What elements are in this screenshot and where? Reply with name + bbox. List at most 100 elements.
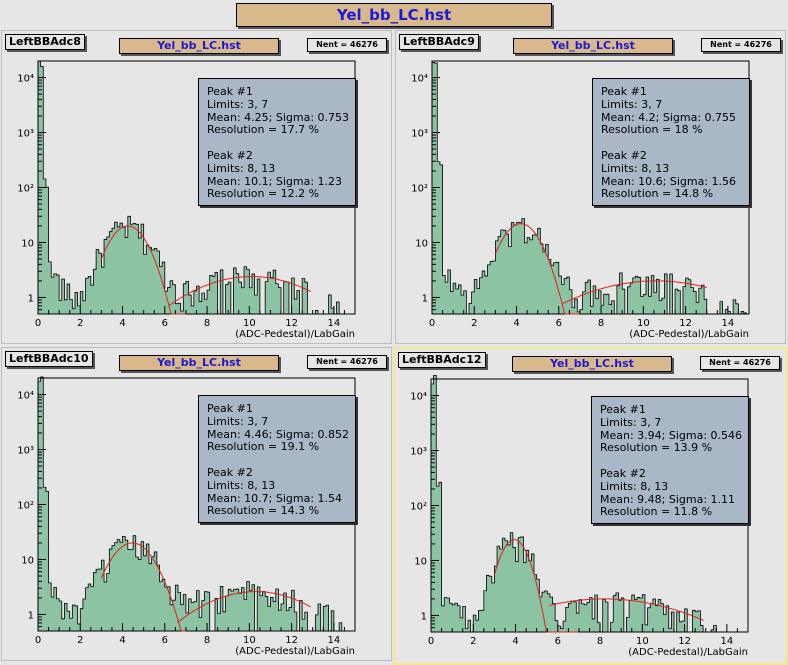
pad-title: Yel_bb_LC.hst	[119, 355, 279, 371]
y-tick-label: 1	[421, 611, 427, 622]
histogram-plot: 0 2 4 6 8 10 12 14(ADC-Pedestal)/LabGain 1 10 10² 1…	[410, 374, 749, 658]
peak1-mean: Mean: 4.25; Sigma: 0.753	[207, 110, 350, 124]
y-tick-label: 10²	[410, 502, 427, 513]
x-axis-label: (ADC-Pedestal)/LabGain	[235, 646, 355, 657]
y-tick-label: 10²	[17, 184, 34, 195]
canvas-title: Yel_bb_LC.hst	[236, 3, 552, 27]
x-tick-label: 6	[162, 318, 168, 329]
peak2-mean: Mean: 10.1; Sigma: 1.23	[207, 174, 343, 188]
histogram-bars	[431, 62, 749, 315]
x-tick-label: 0	[35, 635, 41, 646]
peak1-resolution: Resolution = 17.7 %	[207, 123, 320, 137]
histogram	[37, 60, 355, 315]
x-tick-label: 8	[204, 318, 210, 329]
x-tick-label: 4	[512, 636, 518, 647]
x-tick-label: 8	[598, 318, 604, 329]
peak2-resolution: Resolution = 12.2 %	[207, 187, 320, 201]
peak1-limits: Limits: 3, 7	[207, 97, 269, 111]
fit-curve-peak2	[562, 280, 707, 304]
x-tick-label: 0	[428, 636, 434, 647]
peak2-label: Peak #2	[600, 466, 646, 480]
y-tick-label: 10³	[17, 129, 34, 140]
y-tick-label: 10⁴	[411, 74, 428, 85]
x-tick-label: 12	[285, 318, 298, 329]
peak1-mean: Mean: 3.94; Sigma: 0.546	[600, 428, 743, 442]
y-tick-label: 10³	[17, 446, 34, 457]
y-tick-label: 10³	[410, 447, 427, 458]
fit-curve-peak2	[177, 591, 311, 623]
peak2-label: Peak #2	[601, 148, 647, 162]
x-axis-label: (ADC-Pedestal)/LabGain	[628, 647, 748, 658]
peak1-label: Peak #1	[600, 403, 646, 416]
histogram	[37, 376, 355, 632]
x-tick-label: 8	[597, 636, 603, 647]
y-tick-label: 10²	[411, 184, 428, 195]
x-tick-label: 0	[35, 318, 41, 329]
y-tick-label: 1	[28, 610, 34, 621]
entries-label: Nent = 46276	[701, 38, 781, 52]
peak2-mean: Mean: 9.48; Sigma: 1.11	[600, 492, 736, 506]
y-tick-label: 1	[422, 293, 428, 304]
x-tick-label: 4	[513, 318, 519, 329]
x-tick-label: 6	[162, 635, 168, 646]
y-tick-label: 10⁴	[17, 74, 34, 85]
x-tick-label: 6	[556, 318, 562, 329]
stats-box: Peak #1 Limits: 3, 7 Mean: 3.94; Sigma: …	[591, 396, 749, 524]
peak1-label: Peak #1	[207, 402, 253, 415]
peak2-limits: Limits: 8, 13	[207, 478, 276, 492]
peak1-resolution: Resolution = 13.9 %	[600, 441, 713, 455]
pad-leftbbadc10[interactable]: 0 2 4 6 8 10 12 14 (ADC-Pedestal)/LabGain 1 10 10² 1…	[1, 347, 392, 661]
x-tick-label: 2	[470, 636, 476, 647]
y-tick-label: 10	[21, 555, 34, 566]
stats-box: Peak #1 Limits: 3, 7 Mean: 4.25; Sigma: …	[198, 78, 356, 206]
y-tick-label: 10	[21, 238, 34, 249]
x-tick-label: 0	[429, 318, 435, 329]
peak2-resolution: Resolution = 14.3 %	[207, 504, 320, 518]
peak2-label: Peak #2	[207, 148, 253, 162]
peak2-resolution: Resolution = 14.8 %	[601, 187, 714, 201]
stats-box: Peak #1 Limits: 3, 7 Mean: 4.46; Sigma: …	[198, 395, 356, 523]
y-tick-label: 10⁴	[17, 391, 34, 402]
peak2-limits: Limits: 8, 13	[600, 479, 669, 493]
x-tick-label: 14	[327, 318, 340, 329]
x-tick-label: 14	[721, 318, 734, 329]
x-axis-label: (ADC-Pedestal)/LabGain	[235, 329, 355, 340]
fit-curve-peak1	[100, 225, 186, 315]
peak1-limits: Limits: 3, 7	[600, 415, 662, 429]
peak2-mean: Mean: 10.6; Sigma: 1.56	[601, 174, 737, 188]
peak1-resolution: Resolution = 19.1 %	[207, 440, 320, 454]
entries-label: Nent = 46276	[307, 38, 387, 52]
x-tick-label: 12	[285, 635, 298, 646]
entries-label: Nent = 46276	[700, 356, 780, 370]
pad-title: Yel_bb_LC.hst	[513, 38, 673, 54]
x-tick-label: 4	[119, 635, 125, 646]
pad-leftbbadc8[interactable]: 0 2 4 6 8 10 12 14 (ADC-Pedestal)/LabGain 1 10 10² 1…	[1, 30, 392, 344]
x-tick-label: 10	[243, 318, 256, 329]
pad-name-label: LeftBBAdc8	[5, 34, 85, 50]
x-tick-label: 12	[678, 636, 691, 647]
x-tick-label: 14	[720, 636, 733, 647]
fit-curve-peak1	[493, 539, 579, 633]
fit-curve-peak1	[100, 542, 186, 632]
fit-curve-peak1	[494, 223, 580, 315]
peak2-label: Peak #2	[207, 465, 253, 479]
y-tick-label: 10³	[411, 129, 428, 140]
x-tick-label: 8	[204, 635, 210, 646]
pad-name-label: LeftBBAdc10	[5, 351, 93, 367]
pad-leftbbadc9[interactable]: 0 2 4 6 8 10 12 14 (ADC-Pedestal)/LabGain 1 10 10² 1…	[395, 30, 786, 344]
pad-title: Yel_bb_LC.hst	[119, 38, 279, 54]
peak1-resolution: Resolution = 18 %	[601, 123, 703, 137]
peak2-limits: Limits: 8, 13	[601, 161, 670, 175]
peak1-limits: Limits: 3, 7	[601, 97, 663, 111]
pad-title: Yel_bb_LC.hst	[512, 356, 672, 372]
peak1-label: Peak #1	[207, 85, 253, 98]
x-tick-label: 6	[555, 636, 561, 647]
x-tick-label: 10	[637, 318, 650, 329]
x-tick-label: 10	[636, 636, 649, 647]
y-tick-label: 10	[415, 238, 428, 249]
fit-curve-peak2	[549, 598, 704, 621]
x-tick-label: 14	[327, 635, 340, 646]
x-tick-label: 2	[77, 635, 83, 646]
x-tick-label: 2	[471, 318, 477, 329]
pad-leftbbadc12[interactable]: 0 2 4 6 8 10 12 14 (ADC-Pedestal)/LabGain 1 10 10² 1…	[393, 347, 788, 665]
